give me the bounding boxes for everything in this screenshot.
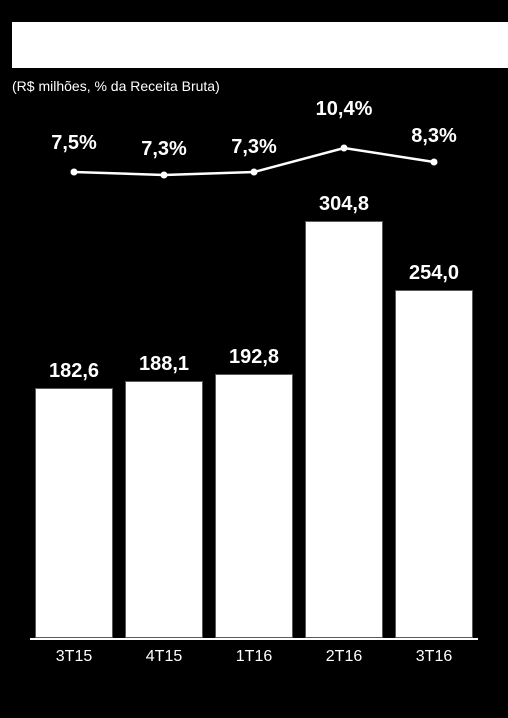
chart-canvas: (R$ milhões, % da Receita Bruta) 182,63T… <box>0 0 508 718</box>
pct-marker <box>71 169 78 176</box>
pct-marker <box>431 159 438 166</box>
pct-marker <box>161 172 168 179</box>
line-series-overlay <box>0 0 508 718</box>
pct-marker <box>251 169 258 176</box>
pct-value-label: 8,3% <box>389 125 479 148</box>
pct-marker <box>341 145 348 152</box>
pct-value-label: 7,5% <box>29 132 119 155</box>
pct-value-label: 7,3% <box>119 138 209 161</box>
pct-value-label: 7,3% <box>209 136 299 159</box>
pct-value-label: 10,4% <box>299 98 389 121</box>
